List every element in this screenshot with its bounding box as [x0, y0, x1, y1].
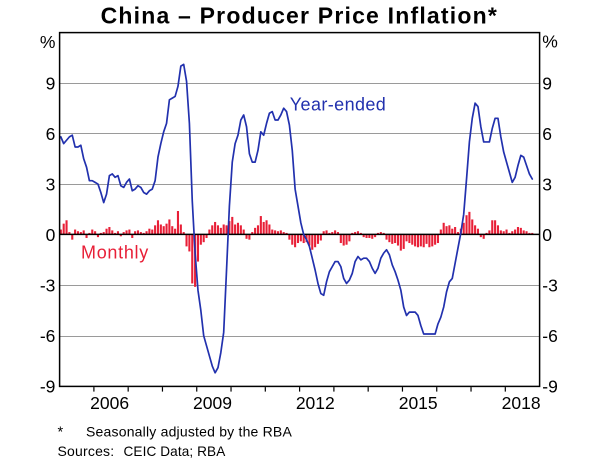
svg-text:6: 6: [46, 124, 56, 144]
svg-text:CEIC Data; RBA: CEIC Data; RBA: [124, 444, 227, 459]
svg-text:%: %: [40, 32, 56, 52]
svg-text:Seasonally adjusted by the RBA: Seasonally adjusted by the RBA: [86, 424, 292, 440]
svg-text:2012: 2012: [296, 393, 335, 413]
svg-text:Sources:: Sources:: [58, 443, 115, 459]
svg-text:2009: 2009: [193, 393, 232, 413]
svg-text:6: 6: [542, 124, 552, 144]
svg-text:*: *: [58, 425, 64, 441]
svg-text:-9: -9: [40, 377, 56, 397]
svg-text:9: 9: [46, 73, 56, 93]
svg-text:2018: 2018: [502, 393, 541, 413]
svg-text:9: 9: [542, 73, 552, 93]
svg-text:3: 3: [46, 174, 56, 194]
svg-text:China – Producer Price Inflati: China – Producer Price Inflation*: [101, 2, 498, 28]
svg-text:0: 0: [46, 225, 56, 245]
svg-text:-6: -6: [542, 326, 558, 346]
svg-text:2015: 2015: [399, 393, 438, 413]
svg-text:-9: -9: [542, 377, 558, 397]
svg-text:0: 0: [542, 225, 552, 245]
svg-text:%: %: [542, 31, 558, 51]
svg-text:3: 3: [542, 174, 552, 194]
svg-text:Year-ended: Year-ended: [290, 95, 386, 115]
svg-text:-3: -3: [542, 276, 558, 296]
svg-text:-3: -3: [40, 276, 56, 296]
svg-text:Monthly: Monthly: [81, 242, 149, 262]
svg-text:-6: -6: [40, 326, 56, 346]
svg-text:2006: 2006: [90, 393, 129, 413]
